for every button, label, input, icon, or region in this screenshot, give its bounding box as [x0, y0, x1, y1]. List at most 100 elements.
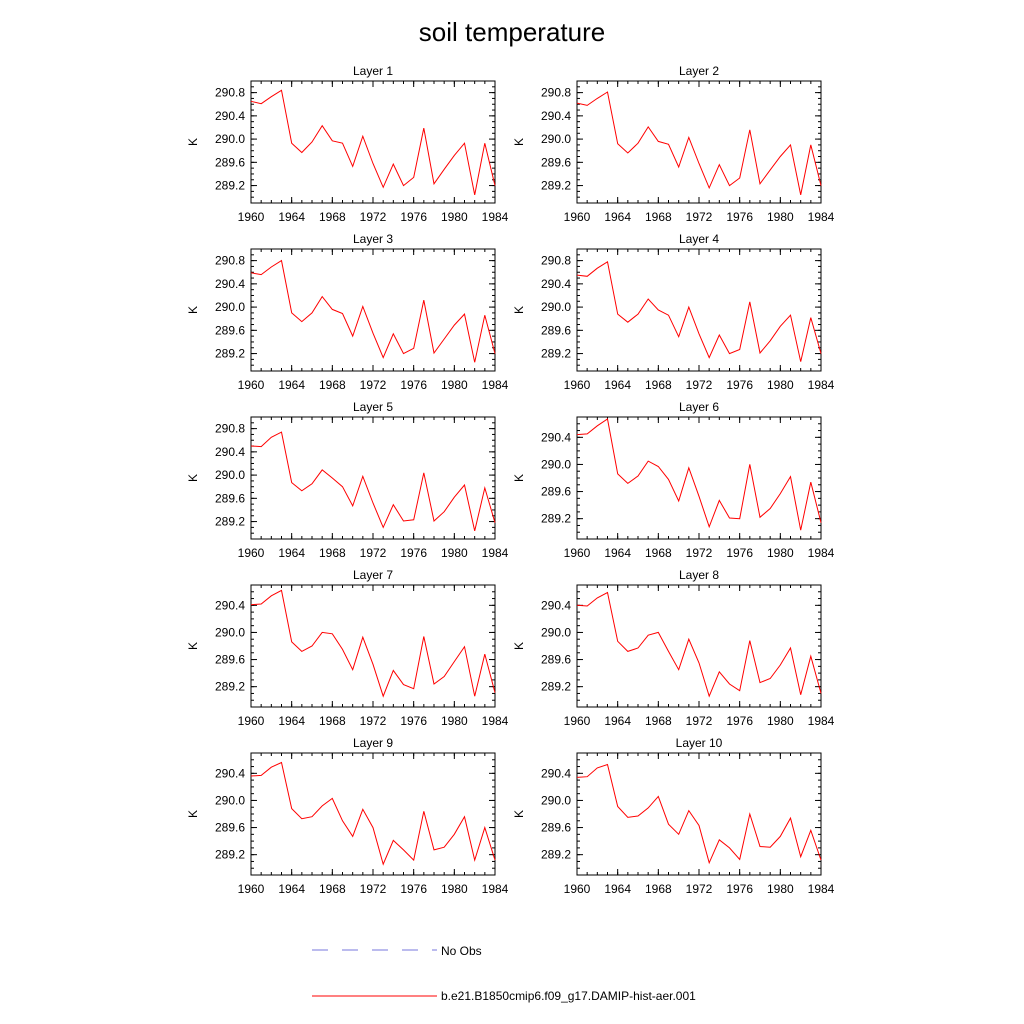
plot-frame — [250, 416, 496, 540]
x-tick-label: 1976 — [726, 882, 753, 896]
x-tick-label: 1980 — [767, 546, 794, 560]
y-axis-label: K — [186, 810, 200, 818]
plot-frame — [576, 416, 822, 540]
x-tick-label: 1984 — [482, 210, 509, 224]
x-tick-label: 1976 — [726, 546, 753, 560]
y-tick-label: 289.6 — [215, 155, 245, 169]
y-tick-label: 289.6 — [541, 821, 571, 835]
x-tick-label: 1960 — [238, 210, 265, 224]
y-axis-label: K — [186, 306, 200, 314]
x-tick-label: 1964 — [604, 210, 631, 224]
x-tick-label: 1964 — [278, 714, 305, 728]
series-line — [576, 91, 822, 195]
x-tick-label: 1984 — [482, 714, 509, 728]
panel-title: Layer 7 — [353, 568, 393, 582]
y-tick-label: 290.4 — [215, 109, 245, 123]
x-tick-label: 1976 — [400, 882, 427, 896]
y-tick-label: 290.0 — [215, 300, 245, 314]
y-tick-label: 289.2 — [541, 680, 571, 694]
y-tick-label: 290.0 — [541, 132, 571, 146]
y-tick-label: 290.4 — [541, 109, 571, 123]
plot-frame — [250, 248, 496, 372]
x-tick-label: 1964 — [604, 546, 631, 560]
legend-item-model-run: b.e21.B1850cmip6.f09_g17.DAMIP-hist-aer.… — [312, 989, 696, 1003]
y-tick-label: 289.2 — [215, 680, 245, 694]
x-tick-label: 1984 — [808, 210, 835, 224]
x-tick-label: 1968 — [319, 714, 346, 728]
y-tick-label: 290.0 — [215, 132, 245, 146]
y-tick-label: 289.6 — [215, 491, 245, 505]
panel-title: Layer 10 — [676, 736, 723, 750]
panel-layer-7: Layer 7 K 1960 1964 1968 1972 1976 1980 1984 289.… — [186, 568, 509, 728]
panel-layer-4: Layer 4 K 1960 1964 1968 1972 1976 1980 1984 289.… — [512, 232, 835, 392]
panel-layer-5: Layer 5 K 1960 1964 1968 1972 1976 1980 1984 289.… — [186, 400, 509, 560]
x-tick-label: 1968 — [645, 714, 672, 728]
x-tick-label: 1972 — [686, 882, 713, 896]
x-tick-label: 1980 — [767, 882, 794, 896]
x-tick-label: 1968 — [319, 546, 346, 560]
y-tick-label: 289.2 — [541, 512, 571, 526]
x-tick-label: 1964 — [278, 378, 305, 392]
x-tick-label: 1976 — [726, 714, 753, 728]
x-tick-label: 1976 — [726, 378, 753, 392]
legend-item-no-obs: No Obs — [312, 944, 482, 958]
x-tick-label: 1976 — [726, 210, 753, 224]
x-tick-label: 1984 — [482, 546, 509, 560]
y-tick-label: 289.6 — [541, 653, 571, 667]
x-tick-label: 1984 — [808, 546, 835, 560]
y-tick-label: 289.6 — [215, 653, 245, 667]
y-tick-label: 290.4 — [215, 277, 245, 291]
plot-frame — [250, 80, 496, 204]
y-axis-label: K — [186, 138, 200, 146]
x-tick-label: 1980 — [441, 882, 468, 896]
x-tick-label: 1972 — [360, 210, 387, 224]
y-tick-label: 290.0 — [215, 625, 245, 639]
panel-title: Layer 9 — [353, 736, 393, 750]
x-tick-label: 1968 — [319, 210, 346, 224]
x-tick-label: 1968 — [645, 546, 672, 560]
panel-layer-6: Layer 6 K 1960 1964 1968 1972 1976 1980 1984 289.… — [512, 400, 835, 560]
series-line — [250, 259, 496, 363]
y-axis-label: K — [186, 642, 200, 650]
plot-frame — [250, 752, 496, 876]
legend-label-model-run: b.e21.B1850cmip6.f09_g17.DAMIP-hist-aer.… — [441, 989, 696, 1003]
panel-title: Layer 5 — [353, 400, 393, 414]
y-tick-label: 290.4 — [215, 766, 245, 780]
y-tick-label: 289.2 — [215, 179, 245, 193]
panel-layer-10: Layer 10 K 1960 1964 1968 1972 1976 1980 1984 289… — [512, 736, 835, 896]
plot-frame — [250, 584, 496, 708]
x-tick-label: 1968 — [645, 378, 672, 392]
y-tick-label: 289.2 — [541, 347, 571, 361]
x-tick-label: 1964 — [604, 882, 631, 896]
x-tick-label: 1984 — [808, 882, 835, 896]
y-tick-label: 290.8 — [215, 86, 245, 100]
y-tick-label: 289.2 — [215, 347, 245, 361]
x-tick-label: 1980 — [767, 210, 794, 224]
y-tick-label: 290.4 — [215, 598, 245, 612]
y-tick-label: 290.4 — [541, 766, 571, 780]
x-tick-label: 1960 — [564, 882, 591, 896]
y-tick-label: 289.6 — [541, 155, 571, 169]
y-tick-label: 289.2 — [541, 848, 571, 862]
y-tick-label: 290.4 — [215, 445, 245, 459]
x-tick-label: 1968 — [319, 882, 346, 896]
x-tick-label: 1964 — [278, 882, 305, 896]
y-tick-label: 289.6 — [215, 323, 245, 337]
y-axis-label: K — [512, 474, 526, 482]
x-tick-label: 1960 — [238, 882, 265, 896]
x-tick-label: 1980 — [441, 546, 468, 560]
y-tick-label: 289.6 — [541, 485, 571, 499]
x-tick-label: 1972 — [686, 210, 713, 224]
panel-layer-3: Layer 3 K 1960 1964 1968 1972 1976 1980 1984 289.… — [186, 232, 509, 392]
y-axis-label: K — [512, 306, 526, 314]
y-axis-label: K — [186, 474, 200, 482]
x-tick-label: 1984 — [482, 378, 509, 392]
y-tick-label: 290.8 — [541, 86, 571, 100]
y-tick-label: 289.2 — [215, 515, 245, 529]
x-tick-label: 1972 — [686, 714, 713, 728]
panel-title: Layer 6 — [679, 400, 719, 414]
x-tick-label: 1960 — [564, 378, 591, 392]
panel-title: Layer 4 — [679, 232, 719, 246]
y-tick-label: 290.0 — [215, 793, 245, 807]
x-tick-label: 1984 — [482, 882, 509, 896]
